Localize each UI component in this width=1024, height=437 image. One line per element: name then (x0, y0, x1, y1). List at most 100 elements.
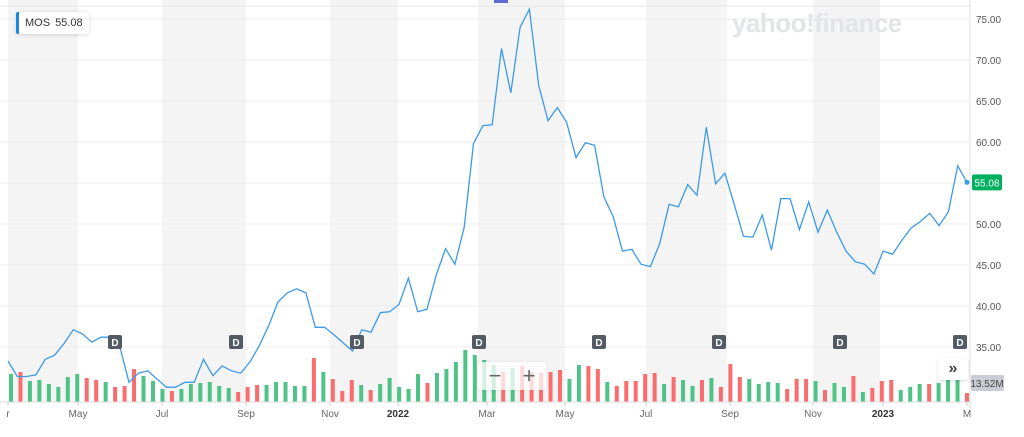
y-axis-tick-label: 75.00 (976, 15, 1001, 26)
dividend-marker-label: D (595, 338, 602, 349)
volume-bar (292, 386, 297, 402)
volume-bar (18, 372, 23, 402)
volume-bar (643, 374, 648, 402)
volume-bar (179, 389, 184, 402)
volume-bar (756, 384, 761, 402)
volume-bar (387, 378, 392, 402)
x-axis-tick-label: Mar (478, 409, 496, 420)
volume-bar (160, 389, 165, 402)
volume-bar (75, 374, 80, 402)
y-axis-tick-label: 60.00 (976, 138, 1001, 149)
volume-bar (652, 373, 657, 402)
volume-bar (927, 384, 932, 402)
volume-bar (264, 385, 269, 402)
yahoo-finance-logo: yahoo!finance (732, 8, 902, 38)
volume-bar (671, 377, 676, 402)
volume-bar (955, 377, 960, 402)
volume-bar (103, 382, 108, 402)
volume-bar (841, 387, 846, 402)
volume-bar (330, 379, 335, 402)
dividend-marker[interactable] (953, 335, 967, 349)
volume-bar (908, 387, 913, 402)
volume-bar (463, 350, 468, 402)
volume-bar (889, 380, 894, 402)
volume-bar (169, 391, 174, 402)
current-price-badge (972, 174, 1002, 191)
zoom-in-button[interactable]: + (522, 363, 536, 388)
volume-bar (946, 380, 951, 402)
scroll-to-latest-button[interactable]: » (938, 358, 968, 380)
volume-bar (311, 358, 316, 402)
volume-bar (605, 382, 610, 402)
volume-bar (633, 381, 638, 402)
month-band (478, 0, 565, 402)
current-volume-label: 13.52M (970, 379, 1003, 390)
month-band (330, 0, 398, 402)
volume-bar (453, 362, 458, 402)
ticker-legend[interactable]: MOS 55.08 (16, 12, 89, 34)
volume-bar (747, 379, 752, 402)
current-price-label: 55.08 (974, 178, 999, 189)
volume-bar (397, 387, 402, 402)
volume-bar (27, 381, 32, 402)
y-axis-tick-label: 40.00 (976, 302, 1001, 313)
volume-bar (434, 373, 439, 402)
volume-bar (198, 383, 203, 402)
volume-bar (226, 388, 231, 402)
x-axis-tick-label: Sep (237, 409, 255, 420)
month-band (646, 0, 727, 402)
volume-bar (150, 381, 155, 402)
volume-bar (359, 385, 364, 402)
month-band (813, 0, 880, 402)
volume-bar (936, 383, 941, 402)
volume-bar (9, 374, 13, 402)
volume-bar (775, 383, 780, 402)
volume-bar (586, 366, 591, 402)
volume-bar (595, 369, 600, 402)
volume-bar (766, 382, 771, 402)
volume-bar (207, 382, 212, 402)
x-axis-tick-label: 2023 (872, 409, 895, 420)
dividend-marker[interactable] (350, 335, 364, 349)
dividend-marker-label: D (836, 338, 843, 349)
dividend-marker-label: D (715, 338, 722, 349)
volume-bar (557, 370, 562, 402)
volume-bar (804, 379, 809, 402)
x-axis-tick-label: May (556, 409, 575, 420)
volume-bar (709, 378, 714, 402)
volume-bar (624, 381, 629, 402)
volume-bar (917, 384, 922, 402)
dividend-marker[interactable] (472, 335, 486, 349)
volume-bar (965, 393, 969, 402)
range-handle[interactable] (494, 0, 508, 3)
volume-bar (444, 369, 449, 402)
dividend-marker[interactable] (833, 335, 847, 349)
volume-bar (132, 369, 137, 402)
x-axis-tick-label: Jul (156, 409, 169, 420)
x-axis-tick-label: Sep (721, 409, 739, 420)
series-color-swatch (16, 12, 19, 34)
zoom-out-button[interactable]: − (488, 363, 502, 388)
volume-bar (576, 365, 581, 402)
volume-bar (728, 364, 733, 402)
dividend-marker[interactable] (712, 335, 726, 349)
x-axis-tick-label: Jul (640, 409, 653, 420)
volume-bar (813, 381, 818, 402)
dividend-marker[interactable] (229, 335, 243, 349)
volume-bar (406, 389, 411, 402)
volume-bar (823, 390, 828, 402)
dividend-marker-label: D (353, 338, 360, 349)
volume-bar (46, 384, 51, 402)
dividend-marker[interactable] (592, 335, 606, 349)
volume-bar (425, 383, 430, 402)
y-axis-tick-label: 70.00 (976, 56, 1001, 67)
volume-bar (245, 387, 250, 402)
volume-bar (274, 382, 279, 402)
volume-bar (879, 381, 884, 402)
volume-bar (113, 387, 118, 402)
volume-bar (368, 390, 373, 402)
volume-bar (283, 382, 288, 402)
dividend-marker[interactable] (108, 335, 122, 349)
